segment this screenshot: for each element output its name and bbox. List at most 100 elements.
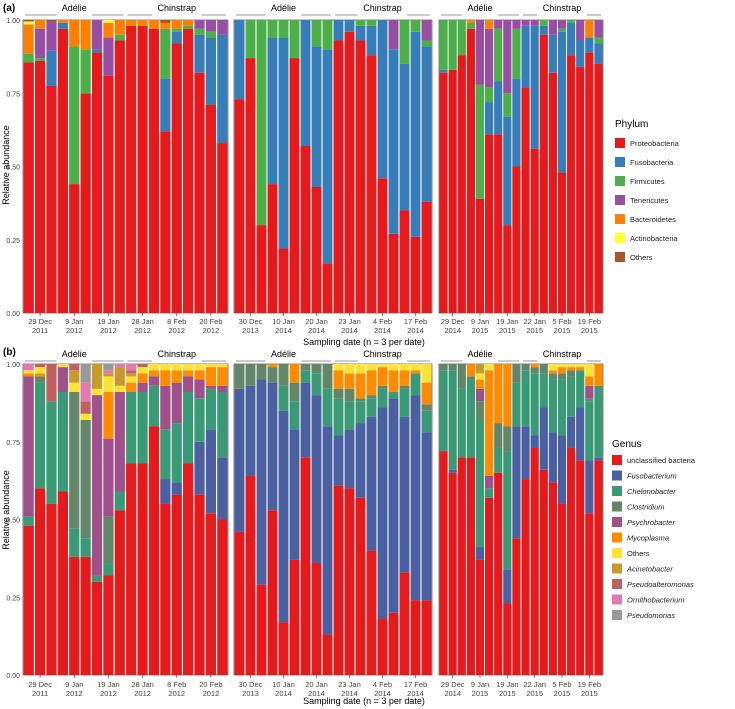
bar-segment [126,25,137,314]
bar-segment [69,364,80,371]
bar-segment [585,20,594,38]
bar-segment [439,451,448,675]
bar-segment [278,37,289,249]
bar-segment [585,376,594,386]
bar-segment [171,382,182,424]
x-tick-label: 9 Jan 2012 [65,317,83,335]
legend-swatch [615,176,625,186]
bar-segment [576,66,585,313]
bar-segment [466,28,475,313]
facet-a-3: Adélie Chinstrap 29 Dec 2014 9 Jan 2015 19 Jan… [438,3,604,335]
bar-segment [322,263,333,313]
bar-segment [160,503,171,675]
bar-segment [171,364,182,371]
legend-swatch [615,157,625,167]
bar-segment [485,134,494,313]
bar-segment [311,373,322,396]
x-tick-label: 19 Feb 2015 [578,317,601,335]
bar-segment [485,20,494,29]
bar-segment [91,52,103,313]
legend-swatch [612,548,622,558]
bar-segment [69,46,80,185]
bar-segment [23,376,34,517]
bar-segment [137,373,148,383]
bar-segment [34,367,46,374]
bar-segment [256,20,267,226]
legend-swatch [615,214,625,224]
bar-segment [234,99,245,313]
bar-segment [234,531,245,675]
y-tick-label: 0.50 [6,165,20,172]
bar-segment [503,116,512,226]
x-tick-label: 19 Jan 2015 [496,680,519,698]
plot-area [233,363,433,676]
bar-segment [594,20,603,38]
bar-segment [126,370,137,374]
bar-segment [448,469,457,473]
bar-segment [289,429,300,560]
x-tick-label: 19 Jan 2012 [97,680,120,698]
plot-area [233,19,433,314]
bar-segment [148,385,160,427]
bar-segment [278,364,289,386]
bar-segment [205,388,217,430]
bar-segment [69,556,80,675]
bar-segment [23,53,34,63]
bar-segment [137,25,148,314]
bar-segment [278,410,289,623]
bar-segment [34,61,46,313]
bar-segment [530,435,539,448]
bar-segment [126,364,137,371]
bar-segment [439,72,448,314]
bar-segment [217,391,228,458]
bar-segment [322,20,333,50]
bar-segment [23,370,34,374]
bar-segment [205,513,217,675]
facet-a-1: Adélie Chinstrap 29 Dec 2011 9 Jan 2012 19 Jan… [22,3,229,335]
bar-segment [267,367,278,383]
bar-segment [475,364,485,374]
group-label: Chinstrap [543,3,582,13]
bar-segment [503,225,512,313]
bar-segment [421,382,432,405]
bar-segment [160,22,171,29]
bar-segment [475,84,485,199]
legend-swatch [615,233,625,243]
bar-segment [567,367,576,371]
bar-segment [183,364,194,371]
bar-segment [448,472,457,675]
y-tick-label: 0.25 [6,595,20,602]
bar-segment [503,426,512,452]
bar-segment [399,364,410,371]
bar-segment [205,31,217,38]
group-label: Adélie [271,349,296,359]
bar-segment [377,364,388,368]
bar-segment [521,20,530,26]
bar-segment [557,172,567,313]
bar-segment [585,460,594,514]
bar-segment [539,20,548,26]
bar-segment [585,513,594,675]
bar-segment [217,143,228,313]
bar-segment [448,370,457,470]
bar-segment [183,391,194,464]
bar-segment [80,382,91,402]
bar-segment [148,376,160,386]
legend-swatch [615,252,625,262]
bar-segment [114,20,125,35]
bar-segment [377,20,388,179]
x-tick-label: 19 Jan 2015 [496,317,519,335]
bar-segment [388,364,399,371]
bar-segment [344,488,355,675]
bar-segment [585,401,594,461]
x-tick-label: 28 Jan 2012 [131,680,154,698]
bar-segment [344,401,355,430]
bar-segment [80,20,91,50]
bar-segment [333,388,344,399]
bar-segment [539,25,548,35]
bar-segment [366,395,377,399]
bar-segment [503,364,512,427]
bar-segment [311,46,322,188]
x-tick-label: 29 Dec 2011 [28,317,52,335]
x-axis-label-b: Sampling date (n = 3 per date) [303,696,425,706]
